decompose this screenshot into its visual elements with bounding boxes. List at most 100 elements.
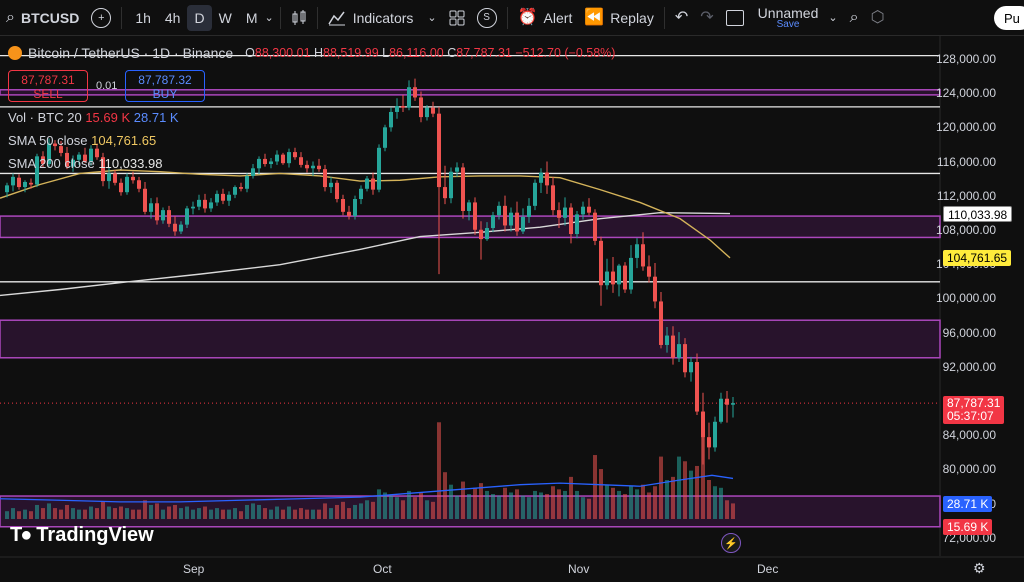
candle-body bbox=[113, 173, 117, 183]
volume-bar bbox=[347, 508, 351, 519]
timeframe-m[interactable]: M bbox=[245, 9, 258, 26]
volume-bar bbox=[263, 508, 267, 519]
volume-tag: 15.69 K bbox=[943, 519, 993, 535]
buy-button[interactable]: 87,787.32 BUY bbox=[125, 70, 205, 102]
volume-bar bbox=[689, 470, 693, 519]
timeframe-4h[interactable]: 4h bbox=[164, 9, 181, 26]
volume-bar bbox=[677, 456, 681, 519]
candle-body bbox=[515, 212, 519, 232]
replay-button[interactable]: ⏪ Replay bbox=[578, 0, 660, 36]
volume-bar bbox=[461, 481, 465, 519]
candle-body bbox=[5, 185, 9, 193]
chevron-down-icon[interactable]: ⌄ bbox=[264, 11, 274, 24]
price-axis-label: 108,000.00 bbox=[935, 223, 996, 237]
divider bbox=[506, 6, 508, 29]
volume-bar bbox=[101, 501, 105, 519]
redo-button[interactable]: ↷ bbox=[694, 0, 719, 36]
volume-bar bbox=[425, 500, 429, 519]
chart-type-button[interactable] bbox=[285, 0, 313, 36]
timeframe-d[interactable]: D bbox=[187, 4, 212, 31]
sma50-legend[interactable]: SMA 50 close 104,761.65 bbox=[8, 133, 157, 148]
volume-indicator-legend[interactable]: Vol · BTC 20 15.69 K 28.71 K bbox=[8, 110, 179, 125]
gear-icon[interactable]: ⚙ bbox=[973, 560, 986, 576]
volume-bar bbox=[437, 422, 441, 519]
sell-button[interactable]: 87,787.31 SELL bbox=[8, 70, 88, 102]
candle-body bbox=[587, 206, 591, 213]
volume-bar bbox=[623, 494, 627, 519]
publish-button[interactable]: Pu bbox=[994, 6, 1024, 30]
legend-title: Bitcoin / TetherUS · 1D · Binance bbox=[28, 45, 234, 61]
volume-bar bbox=[149, 504, 153, 519]
candle-body bbox=[197, 199, 201, 207]
volume-bar bbox=[383, 492, 387, 519]
candle-body bbox=[383, 127, 387, 148]
candle-body bbox=[119, 182, 123, 193]
volume-bar bbox=[137, 509, 141, 519]
search-icon: ⌕ bbox=[6, 8, 15, 26]
candle-body bbox=[143, 188, 147, 212]
candle-body bbox=[425, 107, 429, 118]
candle-body bbox=[473, 202, 477, 230]
volume-bar bbox=[35, 504, 39, 519]
templates-button[interactable] bbox=[443, 0, 471, 36]
time-label-nov: Nov bbox=[568, 562, 590, 576]
last-price-tag: 87,787.31 05:37:07 bbox=[943, 396, 1005, 424]
candle-body bbox=[251, 168, 255, 176]
candle-body bbox=[359, 188, 363, 200]
candle-body bbox=[491, 215, 495, 229]
volume-bar bbox=[665, 480, 669, 519]
chevron-down-icon: ⌄ bbox=[828, 11, 838, 24]
candle-body bbox=[41, 156, 45, 165]
settings-button[interactable]: ⬡ bbox=[865, 0, 891, 36]
candle-body bbox=[35, 156, 39, 185]
candle-body bbox=[257, 158, 261, 169]
candle-body bbox=[65, 152, 69, 167]
compare-button[interactable]: + bbox=[85, 0, 117, 36]
candle-body bbox=[191, 206, 195, 209]
volume-bar bbox=[197, 508, 201, 519]
candle-body bbox=[275, 154, 279, 162]
undo-button[interactable]: ↶ bbox=[669, 0, 694, 36]
s-icon: S bbox=[476, 7, 497, 28]
volume-bar bbox=[377, 489, 381, 519]
sma200-legend[interactable]: SMA 200 close 110,033.98 bbox=[8, 156, 163, 171]
volume-bar bbox=[311, 509, 315, 519]
candle-body bbox=[227, 194, 231, 201]
layout-menu[interactable]: Unnamed Save ⌄ bbox=[720, 0, 844, 36]
volume-bar bbox=[551, 486, 555, 519]
candle-body bbox=[707, 437, 711, 448]
timeframe-w[interactable]: W bbox=[218, 9, 232, 26]
lightning-icon[interactable]: ⚡ bbox=[721, 533, 741, 553]
volume-bar bbox=[365, 500, 369, 519]
timeframe-1h[interactable]: 1h bbox=[135, 9, 151, 26]
candle-body bbox=[209, 202, 213, 209]
price-chart[interactable] bbox=[0, 36, 1024, 582]
strategy-button[interactable]: S bbox=[471, 0, 503, 36]
volume-bar bbox=[491, 494, 495, 519]
divider bbox=[279, 6, 281, 29]
candle-body bbox=[263, 158, 267, 165]
alert-button[interactable]: ⏰ Alert bbox=[512, 0, 579, 36]
candle-body bbox=[59, 146, 63, 153]
volume-bar bbox=[353, 504, 357, 519]
volume-bar bbox=[29, 511, 33, 519]
candle-body bbox=[77, 154, 81, 160]
candle-body bbox=[725, 398, 729, 405]
candle-body bbox=[299, 157, 303, 165]
candle-body bbox=[221, 193, 225, 201]
candle-body bbox=[611, 271, 615, 285]
sma200-line bbox=[0, 211, 731, 297]
candle-body bbox=[293, 152, 297, 158]
volume-bar bbox=[473, 487, 477, 519]
volume-bar bbox=[497, 495, 501, 519]
symbol-search[interactable]: ⌕ BTCUSD bbox=[0, 0, 85, 36]
volume-bar bbox=[65, 504, 69, 519]
volume-bar bbox=[287, 506, 291, 519]
candle-body bbox=[533, 182, 537, 206]
time-label-sep: Sep bbox=[183, 562, 205, 576]
indicators-button[interactable]: Indicators ⌄ bbox=[322, 0, 443, 36]
volume-bar bbox=[71, 508, 75, 519]
quick-search-button[interactable]: ⌕ bbox=[844, 0, 865, 36]
candle-body bbox=[149, 203, 153, 212]
symbol-name: BTCUSD bbox=[20, 9, 80, 26]
